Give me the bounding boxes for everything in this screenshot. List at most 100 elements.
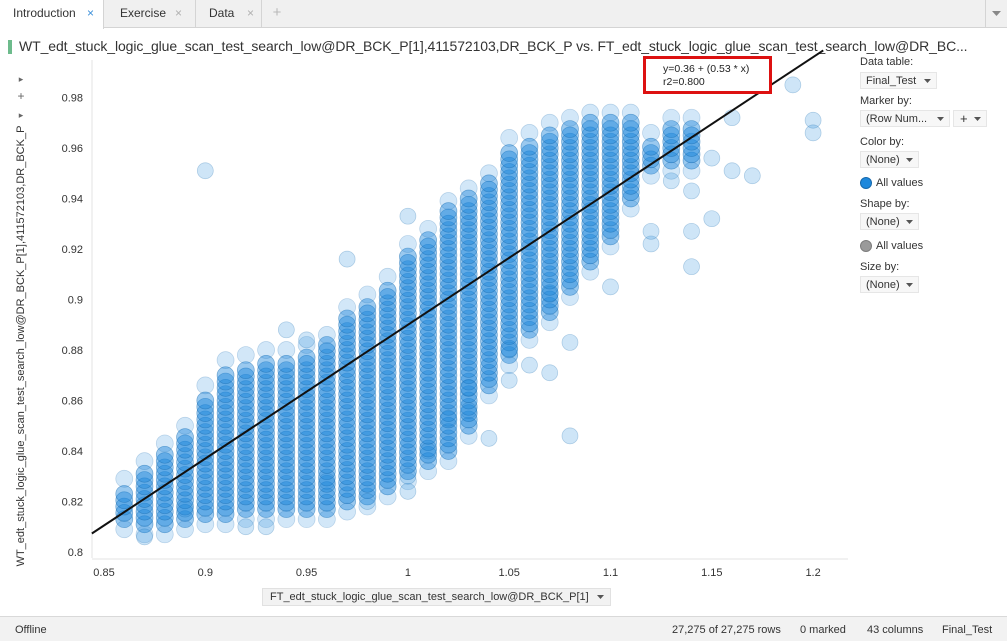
data-point[interactable] — [358, 449, 377, 468]
data-point[interactable] — [399, 260, 417, 279]
data-point[interactable] — [277, 373, 296, 392]
data-point[interactable] — [561, 271, 579, 290]
data-point[interactable] — [459, 233, 478, 252]
data-point[interactable] — [378, 351, 397, 369]
data-point[interactable] — [236, 346, 255, 364]
data-point[interactable] — [703, 149, 721, 167]
data-point[interactable] — [176, 478, 194, 497]
data-point[interactable] — [540, 290, 559, 309]
data-point[interactable] — [500, 341, 518, 359]
data-point[interactable] — [419, 427, 438, 445]
data-point[interactable] — [439, 227, 458, 246]
data-point[interactable] — [338, 492, 356, 511]
data-point[interactable] — [480, 187, 498, 205]
data-point[interactable] — [358, 373, 377, 392]
data-point[interactable] — [338, 467, 356, 486]
tab-data[interactable]: Data × — [196, 0, 262, 28]
data-point[interactable] — [338, 250, 356, 268]
data-point[interactable] — [155, 434, 174, 453]
data-point[interactable] — [176, 504, 194, 522]
data-point[interactable] — [297, 411, 316, 430]
data-point[interactable] — [500, 156, 519, 175]
data-point[interactable] — [358, 497, 377, 516]
data-point[interactable] — [480, 294, 498, 313]
data-point[interactable] — [419, 275, 438, 294]
data-point[interactable] — [480, 326, 498, 344]
data-point[interactable] — [419, 376, 438, 395]
data-point[interactable] — [581, 183, 600, 202]
data-point[interactable] — [561, 252, 579, 271]
data-point[interactable] — [682, 151, 701, 170]
data-point[interactable] — [196, 435, 215, 454]
data-point[interactable] — [439, 410, 458, 429]
data-point[interactable] — [399, 418, 417, 436]
data-point[interactable] — [540, 177, 559, 195]
data-point[interactable] — [520, 264, 539, 282]
tab-introduction[interactable]: Introduction × — [0, 0, 104, 29]
data-point[interactable] — [135, 452, 154, 470]
data-point[interactable] — [439, 341, 458, 359]
data-point[interactable] — [459, 290, 478, 309]
data-point[interactable] — [621, 120, 640, 138]
data-point[interactable] — [480, 332, 498, 351]
data-point[interactable] — [459, 397, 478, 416]
data-point[interactable] — [297, 336, 316, 354]
data-point[interactable] — [378, 376, 397, 395]
data-point[interactable] — [318, 437, 336, 455]
data-point[interactable] — [540, 132, 559, 151]
marker-by-dropdown[interactable]: (Row Num... — [860, 110, 950, 127]
data-point[interactable] — [399, 329, 417, 348]
shape-swatch-icon[interactable] — [860, 240, 872, 252]
data-point[interactable] — [216, 467, 235, 486]
data-point[interactable] — [216, 404, 235, 422]
data-point[interactable] — [176, 510, 194, 529]
data-point[interactable] — [338, 416, 356, 435]
data-point[interactable] — [399, 355, 417, 373]
data-point[interactable] — [459, 227, 478, 246]
regression-annotation[interactable]: y=0.36 + (0.53 * x) r2=0.800 — [643, 56, 772, 94]
data-point[interactable] — [115, 491, 134, 510]
data-point[interactable] — [520, 232, 539, 251]
data-point[interactable] — [297, 361, 316, 380]
data-point[interactable] — [277, 500, 296, 518]
data-point[interactable] — [196, 391, 215, 410]
data-point[interactable] — [257, 424, 275, 443]
data-point[interactable] — [196, 410, 215, 429]
data-point[interactable] — [743, 167, 761, 185]
data-point[interactable] — [338, 486, 356, 505]
data-point[interactable] — [540, 265, 559, 284]
data-point[interactable] — [500, 169, 519, 188]
data-point[interactable] — [540, 246, 559, 265]
data-point[interactable] — [399, 361, 417, 380]
data-point[interactable] — [581, 208, 600, 227]
data-point[interactable] — [378, 294, 397, 313]
data-point[interactable] — [561, 259, 579, 277]
data-point[interactable] — [601, 126, 620, 145]
data-point[interactable] — [561, 164, 579, 183]
data-point[interactable] — [621, 132, 640, 151]
data-point[interactable] — [155, 502, 174, 521]
data-point[interactable] — [621, 145, 640, 164]
data-point[interactable] — [338, 391, 356, 410]
data-point[interactable] — [176, 459, 194, 478]
data-point[interactable] — [683, 258, 700, 276]
data-point[interactable] — [439, 252, 458, 271]
data-point[interactable] — [662, 161, 681, 180]
data-point[interactable] — [297, 399, 316, 417]
data-point[interactable] — [520, 314, 539, 333]
data-point[interactable] — [621, 151, 640, 170]
data-point[interactable] — [378, 464, 397, 483]
data-point[interactable] — [459, 379, 478, 397]
data-point[interactable] — [439, 259, 458, 277]
data-point[interactable] — [399, 472, 417, 491]
data-point[interactable] — [135, 502, 154, 521]
data-point[interactable] — [581, 177, 600, 195]
data-point[interactable] — [378, 281, 397, 300]
data-point[interactable] — [236, 380, 255, 398]
data-point[interactable] — [561, 158, 579, 176]
data-point[interactable] — [480, 288, 498, 306]
data-point[interactable] — [277, 341, 296, 359]
data-point[interactable] — [621, 189, 640, 208]
data-point[interactable] — [318, 348, 336, 367]
